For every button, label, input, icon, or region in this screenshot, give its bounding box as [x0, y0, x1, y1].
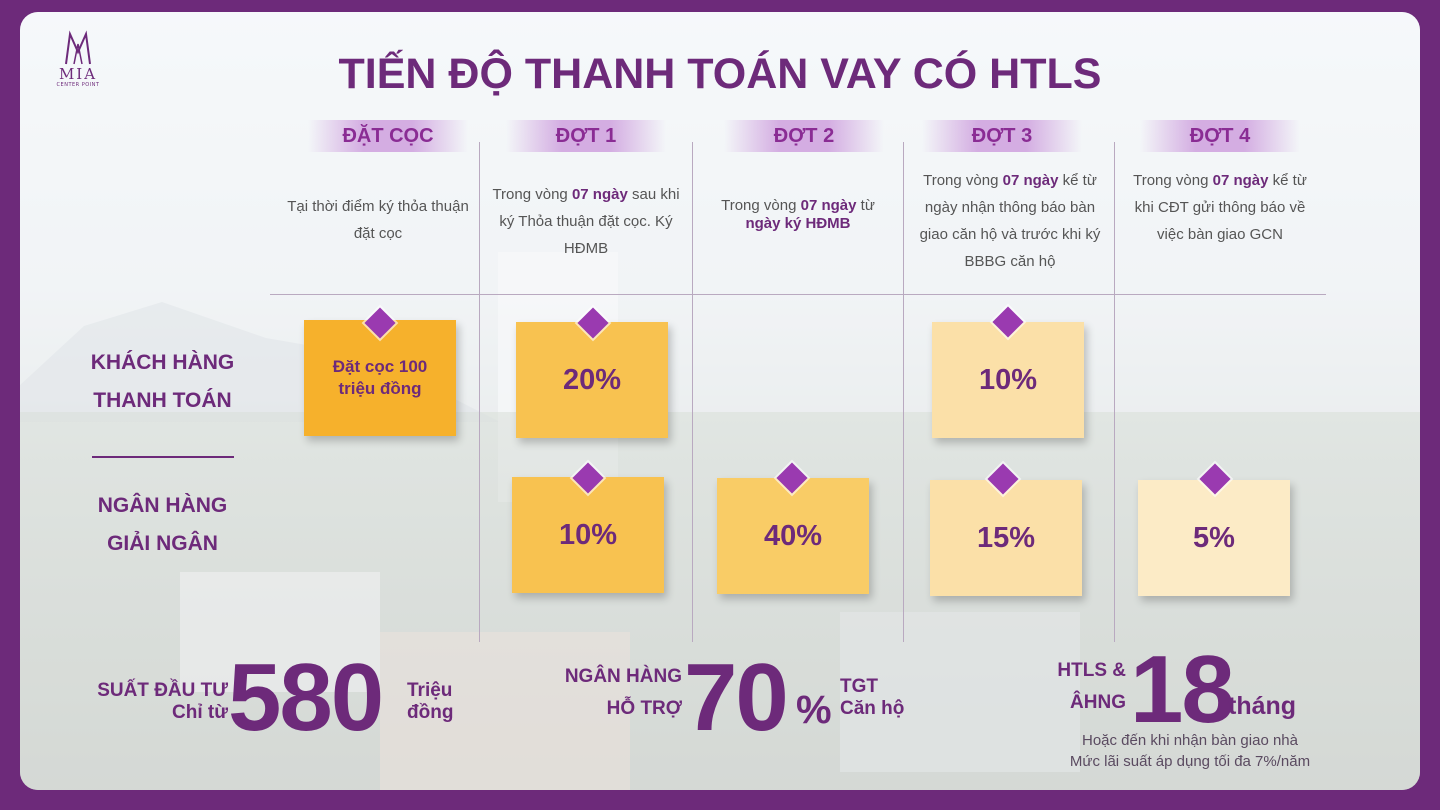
- column-desc-phase-1: Trong vòng 07 ngày sau khi ký Thỏa thuận…: [492, 186, 680, 257]
- background-building: [180, 572, 380, 692]
- invest-unit-line: Triệu: [407, 680, 453, 701]
- htls-value: 18: [1130, 636, 1235, 743]
- bank-support-percent: %: [796, 688, 832, 732]
- bank-support-label-line: HỖ TRỢ: [606, 698, 682, 719]
- payment-box-customer-phase-1: 20%: [516, 322, 668, 438]
- row-label-bank: NGÂN HÀNG GIẢI NGÂN: [60, 487, 265, 563]
- column-divider: [479, 142, 480, 642]
- payment-box-text: Đặt cọc 100 triệu đồng: [332, 357, 428, 398]
- payment-box-value: 20%: [562, 363, 622, 396]
- logo-name: MIA: [58, 65, 98, 83]
- row-label-line: KHÁCH HÀNG: [90, 351, 235, 374]
- bank-support-unit-line: Căn hộ: [840, 698, 905, 719]
- row-label-customer: KHÁCH HÀNG THANH TOÁN: [60, 344, 265, 420]
- bank-support-label: NGÂN HÀNG HỖ TRỢ: [552, 666, 682, 720]
- payment-box-customer-phase-3: 10%: [932, 322, 1084, 438]
- invest-unit-line: đồng: [407, 702, 454, 723]
- column-divider: [903, 142, 904, 642]
- htls-label-line: HTLS &: [1057, 660, 1126, 681]
- label-separator: [92, 456, 234, 458]
- invest-label: SUẤT ĐẦU TƯ Chỉ từ: [88, 680, 228, 724]
- htls-note-line: Mức lãi suất áp dụng tối đa 7%/năm: [1069, 753, 1311, 770]
- column-head-phase-2: ĐỢT 2: [724, 120, 884, 152]
- column-head-phase-4: ĐỢT 4: [1140, 120, 1300, 152]
- htls-note-line: Hoặc đến khi nhận bàn giao nhà: [1081, 732, 1298, 749]
- row-label-line: THANH TOÁN: [93, 389, 232, 412]
- column-desc-phase-2: Trong vòng 07 ngày từ ngày ký HĐMB: [721, 197, 875, 232]
- htls-label-line: ÂHNG: [1070, 692, 1126, 713]
- htls-unit: tháng: [1228, 692, 1297, 720]
- payment-box-value: 5%: [1193, 521, 1235, 554]
- row-label-line: GIẢI NGÂN: [107, 532, 218, 555]
- background-building: [380, 632, 630, 790]
- bank-support-unit-line: TGT: [840, 676, 878, 697]
- column-divider: [692, 142, 693, 642]
- column-head-deposit: ĐẶT CỌC: [308, 120, 468, 152]
- row-label-line: NGÂN HÀNG: [97, 494, 228, 517]
- brand-logo: MIA CENTER POINT: [48, 30, 108, 88]
- logo-mark-icon: [65, 30, 91, 65]
- column-head-phase-3: ĐỢT 3: [922, 120, 1082, 152]
- invest-value: 580: [228, 644, 384, 751]
- payment-box-deposit: Đặt cọc 100 triệu đồng: [304, 320, 456, 436]
- invest-unit: Triệu đồng: [407, 680, 453, 724]
- column-desc-deposit: Tại thời điểm ký thỏa thuận đặt cọc: [287, 198, 469, 242]
- payment-box-bank-phase-4: 5%: [1138, 480, 1290, 596]
- payment-box-bank-phase-3: 15%: [930, 480, 1082, 596]
- bank-support-label-line: NGÂN HÀNG: [564, 666, 682, 687]
- invest-label-line: SUẤT ĐẦU TƯ: [97, 680, 228, 701]
- logo-subtitle: CENTER POINT: [56, 82, 100, 88]
- bank-support-unit: TGT Căn hộ: [840, 676, 904, 720]
- page-title: TIẾN ĐỘ THANH TOÁN VAY CÓ HTLS: [338, 50, 1102, 98]
- background-building: [840, 612, 1080, 772]
- payment-box-value: 40%: [763, 519, 823, 552]
- column-divider: [1114, 142, 1115, 642]
- column-head-phase-1: ĐỢT 1: [506, 120, 666, 152]
- column-desc-phase-3: Trong vòng 07 ngày kể từ ngày nhận thông…: [919, 172, 1101, 270]
- column-desc-phase-4: Trong vòng 07 ngày kể từ khi CĐT gửi thô…: [1133, 172, 1307, 243]
- payment-box-bank-phase-2: 40%: [717, 478, 869, 594]
- htls-note: Hoặc đến khi nhận bàn giao nhà Mức lãi s…: [1010, 730, 1370, 772]
- bank-support-value: 70: [684, 644, 789, 751]
- row-divider: [270, 294, 1326, 295]
- htls-label: HTLS & ÂHNG: [1048, 660, 1126, 714]
- invest-label-line: Chỉ từ: [172, 702, 228, 723]
- payment-box-value: 10%: [558, 518, 618, 551]
- payment-box-value: 15%: [976, 521, 1036, 554]
- payment-box-bank-phase-1: 10%: [512, 477, 664, 593]
- payment-box-value: 10%: [978, 363, 1038, 396]
